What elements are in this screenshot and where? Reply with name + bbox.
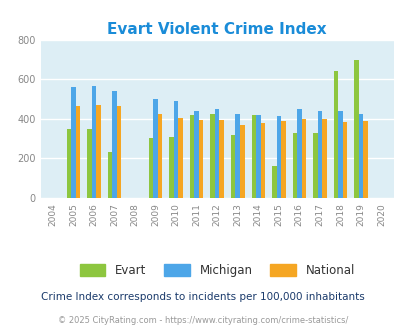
Bar: [362, 121, 367, 198]
Bar: [337, 111, 342, 198]
Bar: [296, 109, 301, 198]
Bar: [260, 123, 264, 198]
Bar: [149, 138, 153, 198]
Bar: [194, 111, 198, 198]
Legend: Evart, Michigan, National: Evart, Michigan, National: [75, 259, 359, 282]
Bar: [117, 106, 121, 198]
Bar: [158, 115, 162, 198]
Bar: [87, 129, 92, 198]
Bar: [271, 166, 276, 198]
Bar: [66, 129, 71, 198]
Bar: [235, 114, 239, 198]
Bar: [107, 152, 112, 198]
Bar: [92, 86, 96, 198]
Bar: [71, 87, 75, 198]
Bar: [292, 133, 296, 198]
Bar: [342, 122, 346, 198]
Bar: [301, 119, 305, 198]
Bar: [280, 121, 285, 198]
Bar: [321, 119, 326, 198]
Text: © 2025 CityRating.com - https://www.cityrating.com/crime-statistics/: © 2025 CityRating.com - https://www.city…: [58, 316, 347, 325]
Bar: [214, 109, 219, 198]
Bar: [210, 115, 214, 198]
Text: Crime Index corresponds to incidents per 100,000 inhabitants: Crime Index corresponds to incidents per…: [41, 292, 364, 302]
Bar: [219, 120, 224, 198]
Bar: [153, 99, 158, 198]
Bar: [112, 91, 117, 198]
Bar: [276, 116, 280, 198]
Title: Evart Violent Crime Index: Evart Violent Crime Index: [107, 22, 326, 37]
Bar: [312, 133, 317, 198]
Bar: [251, 115, 256, 198]
Bar: [353, 60, 358, 198]
Bar: [358, 114, 362, 198]
Bar: [173, 101, 178, 198]
Bar: [333, 71, 337, 198]
Bar: [230, 135, 235, 198]
Bar: [190, 115, 194, 198]
Bar: [96, 105, 100, 198]
Bar: [239, 125, 244, 198]
Bar: [178, 118, 183, 198]
Bar: [317, 111, 321, 198]
Bar: [256, 115, 260, 198]
Bar: [169, 137, 173, 198]
Bar: [198, 120, 203, 198]
Bar: [75, 106, 80, 198]
